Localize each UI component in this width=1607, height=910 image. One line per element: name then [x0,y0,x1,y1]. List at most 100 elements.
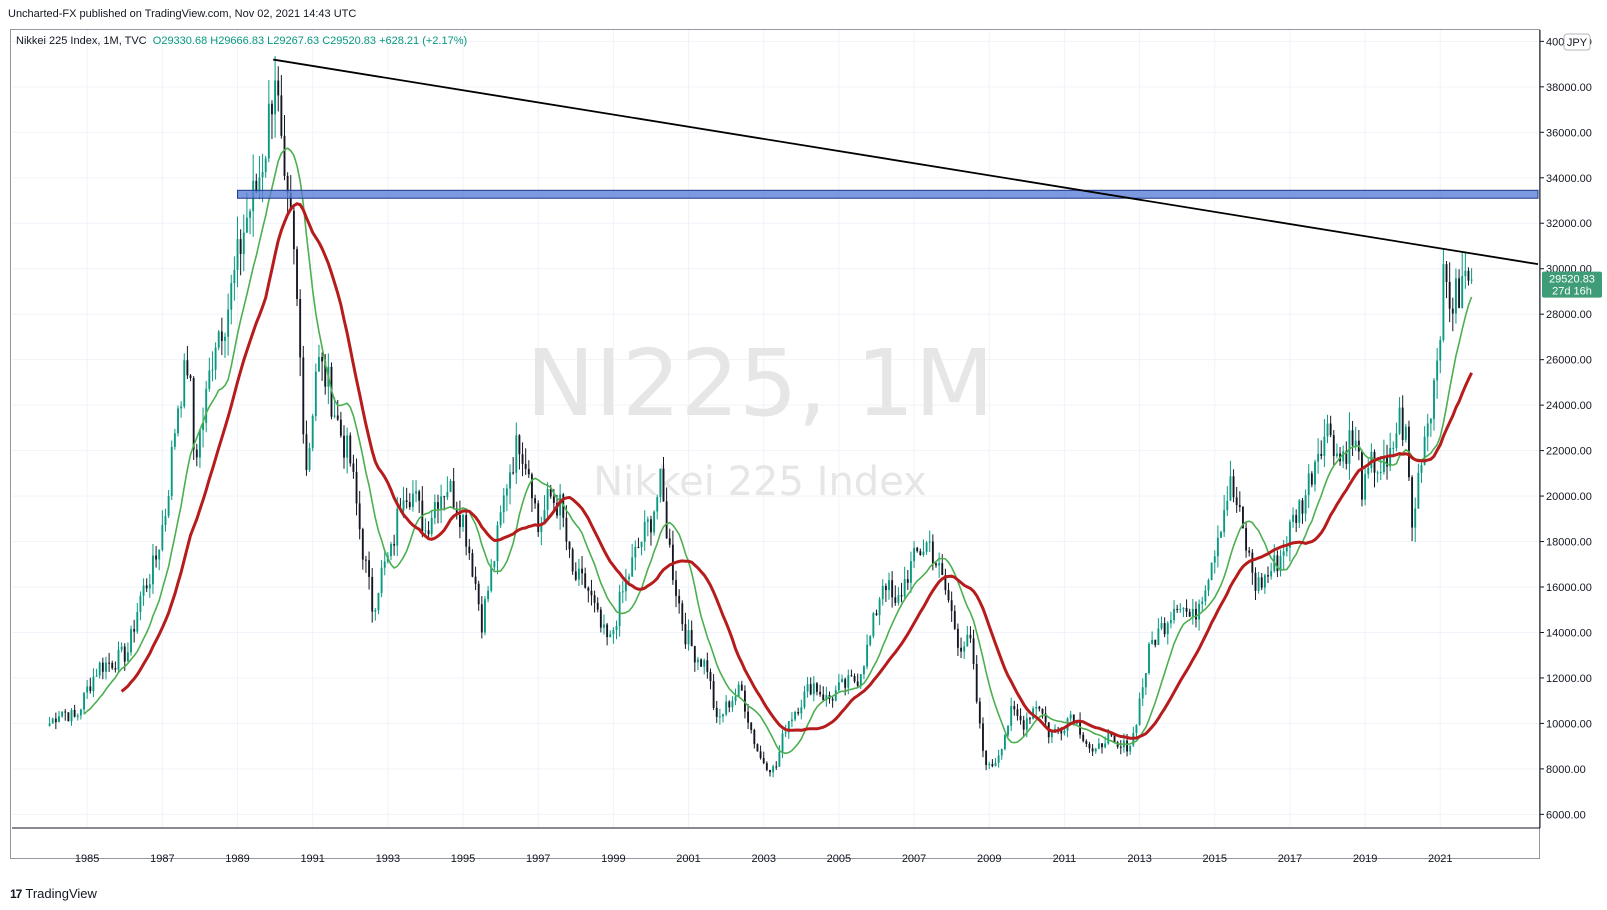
candle-body [668,538,671,545]
candle-body [1220,532,1222,538]
candle-body [1185,607,1188,612]
candle-body [1417,472,1420,509]
candle-body [916,547,919,552]
candle-body [236,239,239,270]
x-tick-label-12: 2009 [977,853,1001,865]
y-tick-label-7: 20000.00 [1546,491,1592,503]
candle-body [697,659,699,663]
symbol-legend[interactable]: Nikkei 225 Index, 1M, TVC O29330.68 H296… [16,35,467,47]
candle-body [83,692,85,710]
candle-body [67,712,70,722]
candle-body [559,494,562,516]
candle-body [108,662,111,664]
candle-body [772,766,775,773]
candle-body [722,714,724,717]
candle-body [214,347,217,370]
candle-body [180,406,183,409]
candle-body [834,690,837,701]
candle-body [1448,281,1451,309]
candle-body [1370,451,1373,468]
candle-body [1307,473,1310,496]
candle-body [1464,270,1467,277]
candle-body [136,611,139,632]
candle-body [452,481,455,510]
candle-body [678,595,681,604]
candle-body [524,463,527,469]
candle-body [850,675,853,677]
candle-body [1392,447,1395,449]
candle-body [556,502,558,516]
candle-body [468,546,471,554]
candle-body [1323,436,1326,456]
candle-body [1426,423,1429,437]
candle-body [462,515,464,528]
candle-body [637,546,640,548]
candle-body [1044,713,1047,723]
candle-body [1163,623,1166,635]
candle-body [205,388,208,424]
candle-body [152,555,154,585]
y-tick-label-4: 14000.00 [1546,627,1592,639]
candle-body [684,624,687,645]
candle-body [662,468,665,502]
candle-body [956,628,959,648]
x-tick-label-6: 1997 [526,853,550,865]
candle-body [1191,608,1194,617]
candle-body [1154,639,1157,646]
candle-body [750,722,753,730]
candle-body [374,610,377,612]
candle-body [101,662,104,672]
candle-body [1166,623,1169,635]
candle-body [343,435,345,458]
candle-body [960,647,962,652]
candle-body [1423,436,1426,465]
candle-body [286,175,289,193]
tradingview-logo[interactable]: 17 TradingView [10,886,97,901]
candle-body [628,576,630,580]
candle-body [888,580,890,591]
candle-body [884,585,887,591]
candle-body [305,434,308,470]
candle-body [819,691,822,695]
candle-body [1414,508,1417,528]
candle-body [1320,453,1323,456]
candle-body [928,541,931,543]
candle-body [634,546,637,558]
candle-body [665,501,668,539]
candle-body [1395,433,1398,448]
candle-body [812,683,815,695]
candle-body [471,553,474,577]
candle-body [656,497,659,512]
candle-body [1129,745,1132,752]
candle-body [1198,603,1201,620]
candle-body [1110,733,1113,736]
candle-body [612,630,615,635]
candle-body [1141,687,1144,699]
candle-body [261,171,264,178]
candle-body [577,568,580,580]
candle-body [145,585,148,589]
candle-body [969,634,972,639]
candle-body [606,624,609,638]
candle-body [935,563,937,566]
candle-body [352,463,355,472]
candle-body [787,721,790,733]
candle-body [186,360,189,376]
candle-body [872,613,875,637]
candle-body [991,763,994,767]
candle-body [430,518,433,535]
candle-body [70,709,73,722]
candle-body [1223,510,1226,533]
y-tick-label-0: 6000.00 [1546,809,1586,821]
candle-body [396,508,399,546]
candle-body [1461,276,1464,308]
candle-body [574,571,577,580]
candle-body [1351,430,1354,446]
candle-body [950,600,953,611]
candle-body [712,681,715,708]
y-tick-label-1: 8000.00 [1546,764,1586,776]
candle-body [173,433,176,447]
candle-body [997,755,1000,763]
candle-body [1235,497,1238,506]
